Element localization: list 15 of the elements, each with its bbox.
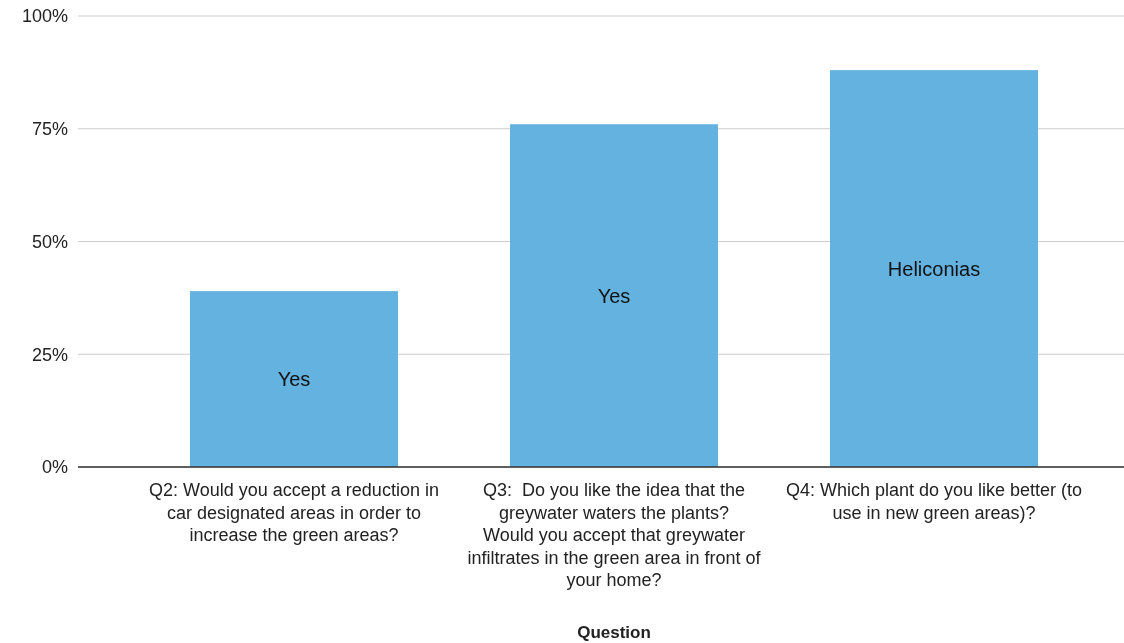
y-tick-label: 25% <box>31 344 68 365</box>
annotation: Yes <box>597 284 631 307</box>
y-tick-label: 50% <box>31 231 68 252</box>
bar <box>830 70 1038 467</box>
x-tick-label: Q2: Would you accept a reduction in car designated areas in order to increase the green areas? <box>149 480 439 545</box>
bar <box>190 291 398 467</box>
x-axis-title: Question <box>577 623 651 642</box>
annotation: Yes <box>277 368 311 391</box>
y-tick-label: 0% <box>41 457 68 478</box>
bar <box>510 124 718 467</box>
x-tick-label: Q3: Do you like the idea that the greywater waters the plants? Would you accept that greywater infiltrates in the green area in front of your home? <box>467 480 762 590</box>
y-tick-label: 75% <box>31 119 68 140</box>
y-tick-label: 100% <box>21 6 68 27</box>
annotation: Heliconias <box>887 257 981 280</box>
x-tick-label: Q4: Which plant do you like better (to use in new green areas)? <box>785 480 1083 523</box>
